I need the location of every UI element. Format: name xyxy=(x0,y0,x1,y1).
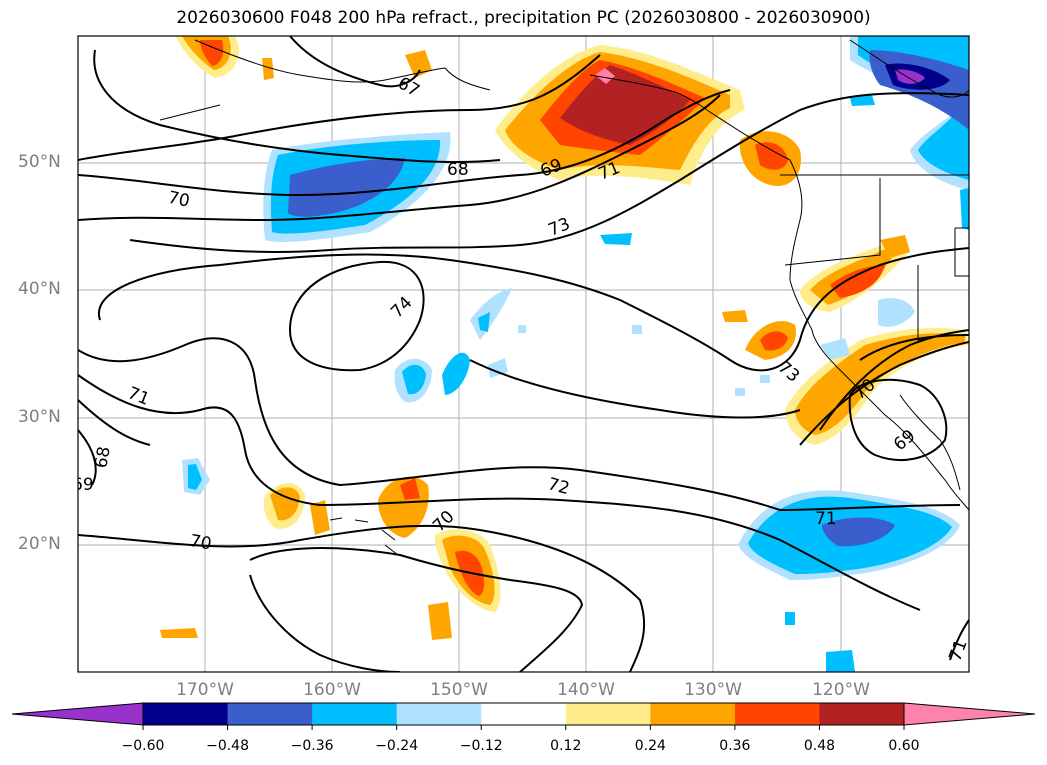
lon-label: 120°W xyxy=(812,680,870,700)
colorbar-tick-label: 0.12 xyxy=(550,738,582,754)
contour-label: 69 xyxy=(72,475,94,495)
contour-label: 68 xyxy=(91,445,114,470)
colorbar-cell xyxy=(734,703,820,725)
contour-label: 71 xyxy=(945,637,971,664)
contour-label: 68 xyxy=(447,160,469,180)
colorbar-tick-label: 0.24 xyxy=(634,738,666,754)
colorbar-cell xyxy=(227,703,313,725)
lon-label: 150°W xyxy=(430,680,488,700)
map-title: 2026030600 F048 200 hPa refract., precip… xyxy=(176,8,871,28)
colorbar-cell xyxy=(11,702,144,726)
contour-label: 71 xyxy=(815,509,837,529)
colorbar-tick-label: −0.60 xyxy=(121,738,165,754)
contour-label: 70 xyxy=(188,531,213,554)
map-plot: 67 68 69 71 70 73 74 71 68 69 70 72 70 7… xyxy=(72,35,971,673)
colorbar-cell xyxy=(143,703,229,725)
colorbar-tick-label: 0.36 xyxy=(719,738,751,754)
colorbar-tick-label: −0.12 xyxy=(459,738,503,754)
lat-label: 30°N xyxy=(18,407,61,427)
colorbar-tick-label: −0.24 xyxy=(375,738,419,754)
contour-label: 70 xyxy=(166,188,191,212)
colorbar-cell xyxy=(396,703,482,725)
colorbar-tick-label: 0.60 xyxy=(888,738,920,754)
lon-label: 160°W xyxy=(303,680,361,700)
lon-label: 170°W xyxy=(176,680,234,700)
lon-label: 130°W xyxy=(684,680,742,700)
colorbar-cell xyxy=(650,703,736,725)
plot-frame xyxy=(77,35,970,673)
colorbar-tick-label: −0.48 xyxy=(206,738,249,754)
colorbar-cell xyxy=(481,703,567,725)
colorbar-cell xyxy=(312,703,398,725)
lat-label: 40°N xyxy=(18,279,61,299)
colorbar-cell xyxy=(565,703,651,725)
colorbar-cell xyxy=(903,702,1036,726)
colorbar-tick-label: 0.48 xyxy=(803,738,836,754)
precip-positive xyxy=(160,36,969,640)
lat-label: 20°N xyxy=(18,534,61,554)
colorbar-tick-label: −0.36 xyxy=(290,738,334,754)
contours xyxy=(78,36,969,672)
lat-label: 50°N xyxy=(18,152,61,172)
colorbar-cell xyxy=(819,703,905,725)
lon-label: 140°W xyxy=(557,680,615,700)
colorbar-outline xyxy=(142,702,905,726)
